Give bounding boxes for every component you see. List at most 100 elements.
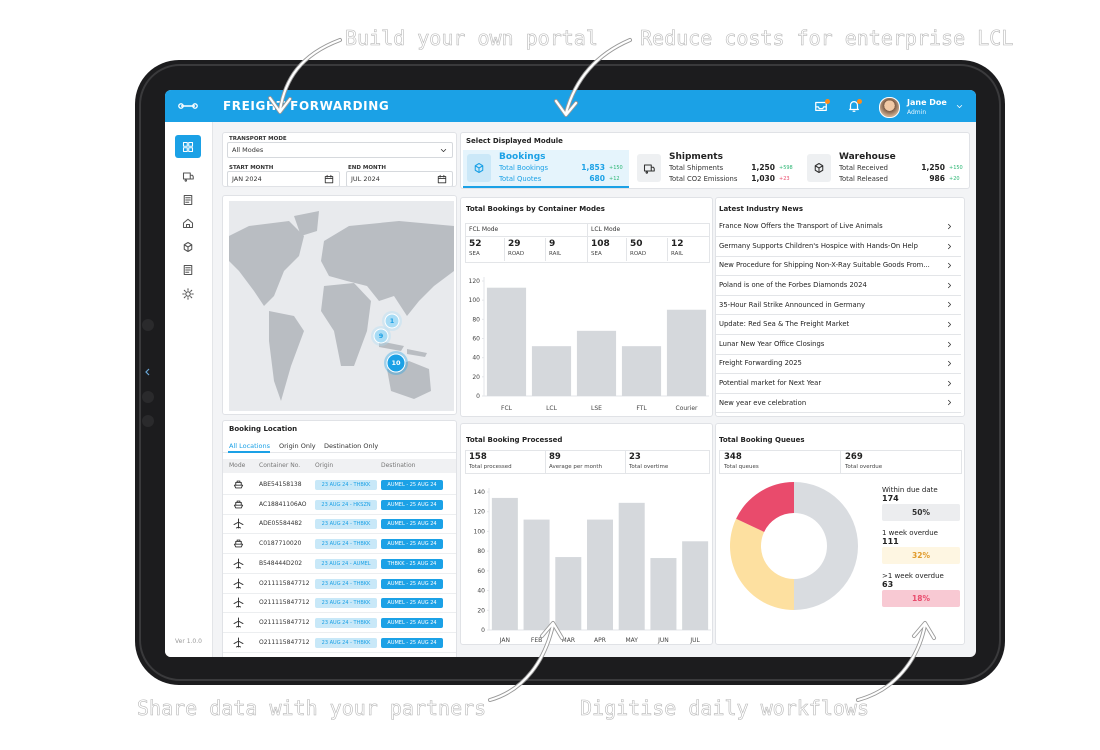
chevron-right-shape bbox=[947, 321, 952, 328]
version: Ver 1.0.0 bbox=[175, 638, 202, 645]
select-value: JUL 2024 bbox=[351, 175, 380, 183]
table-row[interactable]: B548444D202 23 AUG 24 - AUMEL THBKK - 25 A… bbox=[223, 554, 456, 574]
avatar[interactable] bbox=[879, 97, 900, 118]
module-name: Warehouse bbox=[839, 152, 896, 162]
module-icon-box bbox=[467, 154, 491, 182]
module-card[interactable]: Warehouse Total Received 1,250 +150 Total Re… bbox=[803, 150, 969, 188]
chevron-right-shape bbox=[947, 243, 952, 249]
nav-icon[interactable] bbox=[182, 287, 194, 300]
news-item[interactable]: Germany Supports Children's Hospice with… bbox=[716, 237, 961, 257]
legend-label: >1 week overdue bbox=[882, 572, 944, 580]
bar bbox=[666, 309, 707, 396]
news-item[interactable]: Poland is one of the Forbes Diamonds 202… bbox=[716, 276, 961, 296]
calendar-icon bbox=[437, 174, 447, 184]
stat-number: 269 bbox=[845, 452, 863, 462]
bar bbox=[523, 519, 550, 630]
news-item[interactable]: Update: Red Sea & The Freight Market bbox=[716, 315, 961, 335]
legend-bar-fill bbox=[882, 504, 960, 521]
stats-box bbox=[465, 450, 710, 474]
legend-count: 111 bbox=[882, 537, 899, 546]
module-icon bbox=[814, 162, 824, 174]
table-row[interactable]: O211115847712 23 AUG 24 - THBKK AUMEL - 25… bbox=[223, 633, 456, 653]
nav-icon[interactable] bbox=[182, 241, 194, 253]
field-label: END MONTH bbox=[348, 165, 386, 171]
select[interactable]: All Modes bbox=[227, 142, 453, 158]
map-marker bbox=[386, 353, 406, 373]
calendar-icon bbox=[324, 174, 334, 184]
stat-label: RAIL bbox=[549, 251, 562, 257]
news-item[interactable]: New year eve celebration bbox=[716, 393, 961, 414]
badge bbox=[857, 99, 862, 104]
table-row[interactable]: ADE05584482 23 AUG 24 - THBKK AUMEL - 25 A… bbox=[223, 514, 456, 535]
origin-chip: 23 AUG 24 - THBKK bbox=[315, 578, 377, 589]
bar bbox=[555, 557, 582, 630]
badge bbox=[825, 99, 830, 104]
x-tick-label: MAY bbox=[625, 637, 638, 644]
nav-icon[interactable] bbox=[182, 264, 194, 276]
stat-value: 1,250 bbox=[751, 163, 775, 172]
nav-icon[interactable] bbox=[182, 217, 194, 229]
news-item[interactable]: Lunar New Year Office Closings bbox=[716, 335, 961, 355]
module-icon-shape bbox=[474, 162, 484, 174]
news-item[interactable]: Freight Forwarding 2025 bbox=[716, 354, 961, 375]
bar bbox=[618, 502, 645, 630]
plane-icon-shape bbox=[233, 558, 244, 569]
x-tick-label: JUL bbox=[689, 637, 700, 644]
x-tick-label: FEB bbox=[531, 637, 542, 644]
news-item[interactable]: 35-Hour Rail Strike Announced in Germany bbox=[716, 295, 961, 316]
table-row[interactable]: C0187710020 23 AUG 24 - THBKK AUMEL - 25 A… bbox=[223, 534, 456, 555]
table-row[interactable]: O211115847712 23 AUG 24 - THBKK AUMEL - 25… bbox=[223, 593, 456, 614]
destination-chip: AUMEL - 25 AUG 24 bbox=[381, 499, 443, 510]
module-card[interactable]: Bookings Total Bookings 1,853 +150 Total Quo… bbox=[463, 150, 629, 188]
donut-slice bbox=[794, 482, 858, 610]
stat-number: 89 bbox=[549, 452, 561, 462]
calendar-icon-shape bbox=[324, 174, 334, 184]
module-card[interactable]: Shipments Total Shipments 1,250 +598 Total C… bbox=[633, 150, 799, 188]
module-icon-box bbox=[807, 154, 831, 182]
landmass bbox=[294, 211, 319, 236]
table-header bbox=[223, 459, 456, 473]
nav-icon bbox=[182, 141, 194, 153]
bar bbox=[621, 346, 662, 396]
container-no: AC18841106AO bbox=[259, 500, 307, 508]
module-name: Bookings bbox=[499, 152, 546, 162]
table-row[interactable]: O211115847712 23 AUG 24 - THBKK AUMEL - 25… bbox=[223, 574, 456, 594]
stat-label: Total Released bbox=[839, 175, 888, 183]
legend-label: 1 week overdue bbox=[882, 529, 938, 537]
legend-bar: 18% bbox=[882, 590, 960, 607]
news-item[interactable]: New Procedure for Shipping Non-X-Ray Sui… bbox=[716, 256, 961, 277]
nav-icon-shape bbox=[182, 287, 194, 300]
table-row[interactable]: O211115847712 23 AUG 24 - THBKK AUMEL - 25… bbox=[223, 613, 456, 633]
nav-icon[interactable] bbox=[182, 170, 194, 182]
plane-icon-shape bbox=[233, 518, 244, 529]
news-headline: New Procedure for Shipping Non-X-Ray Sui… bbox=[719, 261, 930, 270]
tab[interactable]: All Locations bbox=[229, 442, 271, 450]
nav-active[interactable] bbox=[175, 135, 201, 158]
nav-icon[interactable] bbox=[182, 194, 194, 206]
plane-icon-shape bbox=[233, 637, 244, 648]
news-headline: 35-Hour Rail Strike Announced in Germany bbox=[719, 300, 866, 309]
x-tick-label: JUN bbox=[657, 637, 669, 644]
chevron-right bbox=[947, 361, 952, 367]
stat-number: 108 bbox=[591, 239, 610, 249]
select[interactable]: JUL 2024 bbox=[346, 171, 453, 186]
bell-icon[interactable] bbox=[847, 99, 861, 113]
inbox-icon[interactable] bbox=[814, 99, 828, 113]
table-row[interactable]: AC18841106AO 23 AUG 24 - HKSZN AUMEL - 25 … bbox=[223, 495, 456, 515]
news-item[interactable]: Potential market for Next Year bbox=[716, 374, 961, 394]
chevron-right bbox=[947, 341, 952, 347]
sidebar: Ver 1.0.0 bbox=[165, 122, 213, 657]
table-row[interactable]: ABE54158138 23 AUG 24 - THBKK AUMEL - 25 A… bbox=[223, 475, 456, 495]
origin-chip: 23 AUG 24 - AUMEL bbox=[315, 558, 377, 569]
landmass bbox=[269, 311, 304, 401]
booking-location-panel: Booking Location All Locations Origin Only… bbox=[222, 420, 457, 657]
chevron-right-shape bbox=[947, 263, 952, 269]
news-headline: New year eve celebration bbox=[719, 398, 807, 407]
calendar-icon-shape bbox=[437, 174, 447, 184]
origin-chip: 23 AUG 24 - THBKK bbox=[315, 539, 377, 550]
news-item[interactable]: France Now Offers the Transport of Live … bbox=[716, 217, 961, 237]
tab[interactable]: Origin Only bbox=[279, 442, 316, 450]
tab[interactable]: Destination Only bbox=[324, 442, 379, 450]
marker-label: 10 bbox=[391, 359, 401, 367]
select[interactable]: JAN 2024 bbox=[227, 171, 340, 186]
